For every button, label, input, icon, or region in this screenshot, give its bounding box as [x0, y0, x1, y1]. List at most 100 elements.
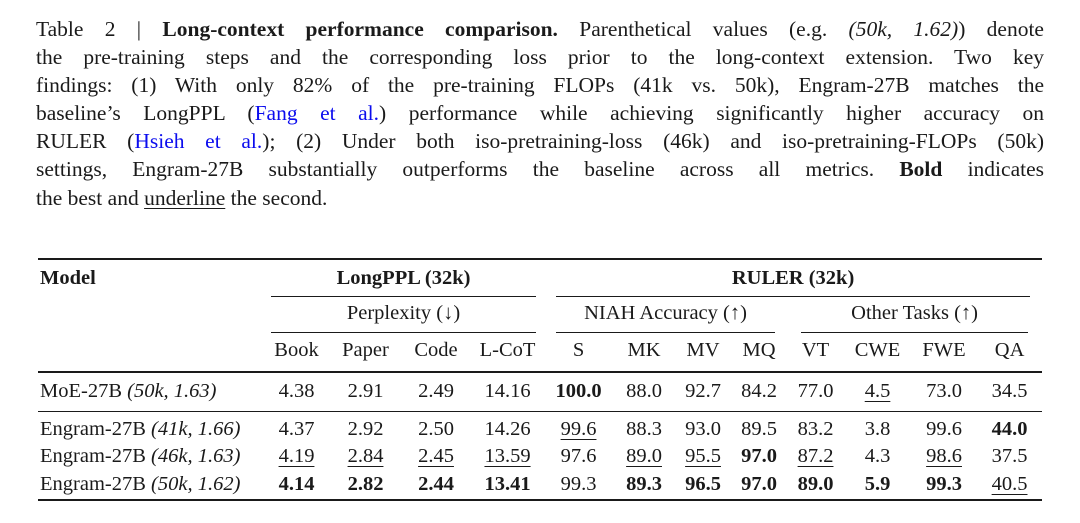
metric-value: 100.0 — [544, 371, 614, 412]
metric-value: 96.5 — [685, 473, 721, 496]
metric-value: 4.19 — [278, 445, 315, 468]
metric-value: 2.49 — [401, 371, 471, 412]
metric-value: 40.5 — [991, 473, 1028, 496]
results-table: Model LongPPL (32k) RULER (32k) Perplexi… — [38, 257, 1043, 502]
metric-value: 97.0 — [741, 445, 777, 468]
metric-value: 2.84 — [347, 445, 384, 468]
col-header-mq: MQ — [731, 333, 788, 373]
model-column-header: Model — [38, 258, 263, 373]
col-header-cwe: CWE — [844, 333, 912, 373]
caption-line: the pre-training steps and the correspon… — [36, 43, 1044, 71]
metric-value: 5.9 — [864, 473, 891, 496]
metric-value: 73.0 — [911, 371, 978, 412]
caption-text: Table 2 | — [36, 17, 163, 41]
metric-value: 14.16 — [471, 371, 545, 412]
col-header-qa: QA — [977, 333, 1043, 373]
group-header-ruler: RULER (32k) — [544, 259, 1042, 298]
caption-text: the best and — [36, 185, 145, 210]
table-row: Engram-27B (50k, 1.62) 4.14 2.82 2.44 13.41 9… — [38, 471, 1042, 500]
metric-value: 44.0 — [991, 417, 1028, 440]
metric-value: 4.5 — [844, 371, 912, 412]
metric-value: 89.0 — [797, 473, 834, 496]
table-row: Engram-27B (46k, 1.63) 4.19 2.84 2.45 13.59 9… — [38, 443, 1042, 471]
caption-text: ) denote — [958, 17, 1044, 41]
metric-value: 4.3 — [864, 445, 891, 468]
metric-value: 2.91 — [330, 371, 401, 412]
subgroup-header-other-tasks: Other Tasks (↑) — [787, 297, 1042, 334]
caption-text: Bold — [899, 157, 943, 182]
metric-value: 37.5 — [991, 445, 1028, 468]
caption-line: the best and underline the second. — [36, 184, 1044, 212]
caption-text: (50k, 1.62) — [848, 17, 959, 41]
metric-value: 99.3 — [560, 473, 597, 496]
header-group-row: Model LongPPL (32k) RULER (32k) — [38, 258, 1042, 373]
caption-text: ); (2) Under both iso-pretraining-loss (… — [262, 129, 1044, 154]
caption-line: Table 2 | Long-context performance compa… — [36, 15, 1044, 43]
caption-text: RULER ( — [36, 129, 135, 154]
model-name: Engram-27B (41k, 1.66) — [40, 417, 241, 440]
caption-line: settings, Engram-27B substantially outpe… — [36, 155, 1044, 183]
metric-value: 99.3 — [926, 473, 962, 496]
caption-line: findings: (1) With only 82% of the pre-t… — [36, 71, 1044, 99]
metric-value: 14.26 — [484, 417, 531, 440]
metric-value: 77.0 — [787, 371, 845, 412]
metric-value: 97.6 — [560, 445, 597, 468]
col-header-s: S — [544, 333, 614, 373]
metric-value: 2.45 — [418, 445, 454, 468]
paper-page: { "colors":{"text":"#1a1a1a","link_blue"… — [0, 15, 1080, 523]
col-header-paper: Paper — [330, 333, 401, 373]
metric-value: 2.50 — [418, 417, 454, 440]
metric-value: 88.3 — [626, 417, 662, 440]
metric-value: 84.2 — [731, 371, 788, 412]
model-name: MoE-27B (50k, 1.63) — [38, 371, 263, 412]
metric-value: 34.5 — [977, 371, 1043, 412]
citation-link[interactable]: Fang et al. — [254, 101, 380, 126]
table-row: MoE-27B (50k, 1.63) 4.38 2.91 2.49 14.16 100.… — [38, 371, 1043, 412]
header-subgroup-row: Perplexity (↓) NIAH Accuracy (↑) Other T… — [38, 297, 1042, 334]
col-header-mk: MK — [613, 333, 676, 373]
caption-text: the pre-training steps and the correspon… — [36, 45, 1044, 70]
model-name: Engram-27B (50k, 1.62) — [40, 473, 241, 496]
metric-value: 97.0 — [741, 473, 777, 496]
caption-text: the second. — [225, 185, 328, 210]
metric-value: 4.38 — [263, 371, 330, 412]
caption-line: RULER (Hsieh et al.); (2) Under both iso… — [36, 127, 1044, 155]
caption-text: findings: (1) With only 82% of the pre-t… — [36, 73, 1044, 98]
col-header-fwe: FWE — [911, 333, 978, 373]
col-header-book: Book — [263, 333, 330, 373]
subgroup-header-niah: NIAH Accuracy (↑) — [544, 297, 787, 334]
metric-value: 89.0 — [626, 445, 662, 468]
metric-value: 99.6 — [926, 417, 962, 440]
metric-value: 83.2 — [797, 417, 834, 440]
col-header-vt: VT — [787, 333, 845, 373]
subgroup-header-perplexity: Perplexity (↓) — [263, 297, 544, 334]
metric-value: 95.5 — [685, 445, 721, 468]
metric-value: 13.41 — [484, 473, 531, 496]
table-row: Engram-27B (41k, 1.66) 4.37 2.92 2.50 14.26 9… — [38, 411, 1042, 443]
col-header-code: Code — [401, 333, 471, 373]
metric-value: 89.3 — [626, 473, 662, 496]
table-caption: Table 2 | Long-context performance compa… — [36, 15, 1044, 212]
metric-value: 13.59 — [484, 445, 531, 468]
caption-text: settings, Engram-27B substantially outpe… — [36, 157, 900, 182]
metric-value: 88.0 — [613, 371, 676, 412]
col-header-mv: MV — [675, 333, 732, 373]
metric-value: 2.82 — [347, 473, 384, 496]
model-name: Engram-27B (46k, 1.63) — [40, 445, 241, 468]
caption-text: underline — [144, 185, 226, 210]
metric-value: 99.6 — [560, 417, 597, 440]
group-header-longppl: LongPPL (32k) — [263, 259, 544, 298]
metric-value: 4.37 — [278, 417, 315, 440]
caption-text: indicates — [942, 157, 1044, 182]
metric-value: 87.2 — [797, 445, 834, 468]
metric-value: 2.92 — [347, 417, 384, 440]
citation-link[interactable]: Hsieh et al. — [134, 129, 263, 154]
caption-text: ) performance while achieving significan… — [379, 101, 1044, 126]
metric-value: 4.14 — [278, 473, 315, 496]
metric-value: 98.6 — [926, 445, 962, 468]
metric-value: 93.0 — [685, 417, 721, 440]
metric-value: 92.7 — [675, 371, 732, 412]
caption-line: baseline’s LongPPL (Fang et al.) perform… — [36, 99, 1044, 127]
caption-text: Long-context performance comparison. — [162, 17, 558, 41]
metric-value: 2.44 — [418, 473, 454, 496]
